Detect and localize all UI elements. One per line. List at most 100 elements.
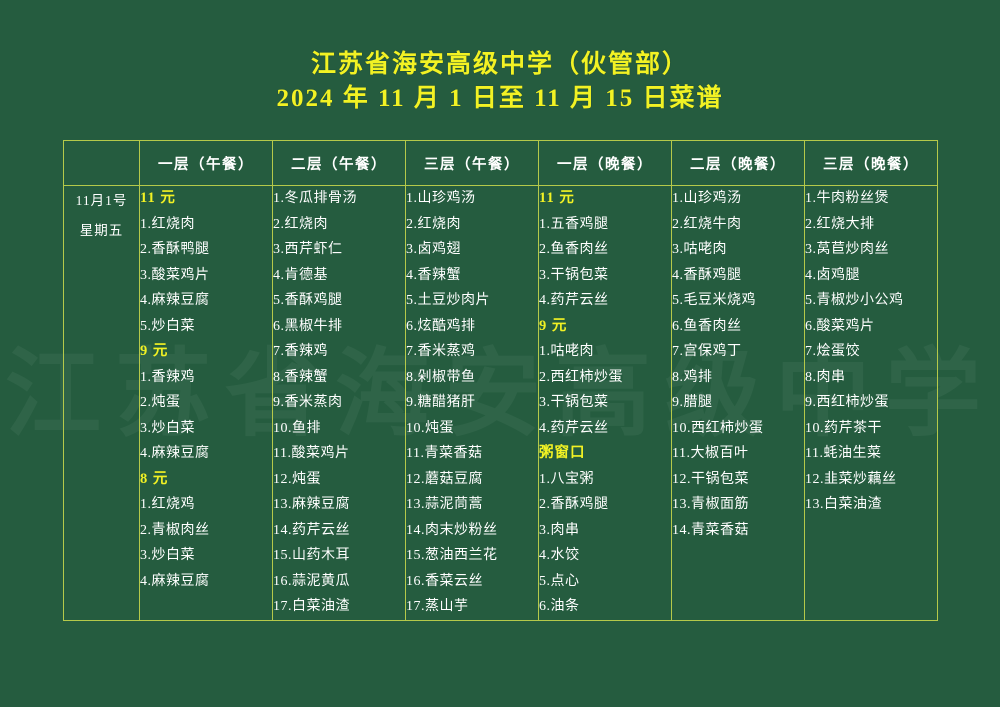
menu-cell-floor1-lunch: 11 元 1.红烧肉 2.香酥鸭腿 3.酸菜鸡片 4.麻辣豆腐 5.炒白菜 9 元 1.香辣鸡… xyxy=(139,185,273,621)
dish-item: 4.麻辣豆腐 xyxy=(140,293,210,308)
dish-item: 10.药芹茶干 xyxy=(805,420,882,436)
weekday-label: 星期五 xyxy=(79,223,124,238)
dish-item: 4.香酥鸡腿 xyxy=(672,267,742,283)
dish-item: 6.黑椒牛排 xyxy=(273,318,343,334)
dish-item: 1.山珍鸡汤 xyxy=(672,191,742,206)
dish-item: 1.牛肉粉丝煲 xyxy=(805,191,889,206)
dish-item: 1.五香鸡腿 xyxy=(539,216,609,232)
dish-item: 3.肉串 xyxy=(539,522,580,538)
dish-item: 2.红烧肉 xyxy=(406,216,461,232)
dish-item: 17.白菜油渣 xyxy=(273,599,350,614)
dish-item: 3.干锅包菜 xyxy=(539,267,609,283)
price-group-header: 11 元 xyxy=(539,190,575,206)
price-group-header: 9 元 xyxy=(140,343,169,359)
date-label: 11月1号 xyxy=(75,193,128,208)
dish-item: 8.香辣蟹 xyxy=(273,369,328,385)
dish-item: 2.红烧牛肉 xyxy=(672,216,742,232)
header-floor2-dinner: 二层（晚餐） xyxy=(671,140,805,186)
dish-item: 11.青菜香菇 xyxy=(406,446,483,461)
dish-item: 13.蒜泥茼蒿 xyxy=(406,497,483,512)
dish-item: 3.咕咾肉 xyxy=(672,242,727,257)
header-floor3-lunch: 三层（午餐） xyxy=(405,140,539,186)
dish-item: 4.麻辣豆腐 xyxy=(140,573,210,589)
header-date xyxy=(63,140,140,186)
dish-item: 7.香米蒸鸡 xyxy=(406,344,476,359)
price-group-header: 粥窗口 xyxy=(539,445,586,461)
dish-item: 6.油条 xyxy=(539,599,580,614)
dish-item: 1.冬瓜排骨汤 xyxy=(273,191,357,206)
dish-item: 3.西芹虾仁 xyxy=(273,242,343,257)
dish-item: 17.蒸山芋 xyxy=(406,599,469,614)
dish-item: 4.药芹云丝 xyxy=(539,420,609,436)
dish-item: 5.点心 xyxy=(539,573,580,589)
dish-item: 1.山珍鸡汤 xyxy=(406,191,476,206)
dish-item: 16.香菜云丝 xyxy=(406,573,483,589)
price-group-header: 11 元 xyxy=(140,190,176,206)
dish-item: 6.炫酷鸡排 xyxy=(406,318,476,334)
header-floor3-dinner: 三层（晚餐） xyxy=(804,140,938,186)
header-floor1-dinner: 一层（晚餐） xyxy=(538,140,672,186)
header-floor2-lunch: 二层（午餐） xyxy=(272,140,406,186)
dish-item: 6.鱼香肉丝 xyxy=(672,318,742,334)
dish-item: 9.西红柿炒蛋 xyxy=(805,395,889,410)
dish-item: 1.红烧肉 xyxy=(140,216,195,232)
dish-item: 9.糖醋猪肝 xyxy=(406,395,476,410)
title-line-1: 江苏省海安高级中学（伙管部） xyxy=(310,51,689,78)
dish-item: 1.咕咾肉 xyxy=(539,344,594,359)
dish-item: 11.蚝油生菜 xyxy=(805,446,882,461)
title-line-2: 2024 年 11 月 1 日至 11 月 15 日菜谱 xyxy=(276,85,724,112)
dish-item: 2.红烧大排 xyxy=(805,216,875,232)
dish-item: 7.宫保鸡丁 xyxy=(672,344,742,359)
menu-cell-floor1-dinner: 11 元 1.五香鸡腿 2.鱼香肉丝 3.干锅包菜 4.药芹云丝 9 元 1.咕咾肉 2.西红… xyxy=(538,185,672,621)
price-group-header: 9 元 xyxy=(539,317,568,334)
dish-item: 6.酸菜鸡片 xyxy=(805,318,875,334)
dish-item: 14.青菜香菇 xyxy=(672,522,749,538)
dish-item: 4.香辣蟹 xyxy=(406,267,461,283)
dish-item: 2.香酥鸡腿 xyxy=(539,497,609,512)
dish-item: 15.山药木耳 xyxy=(273,548,350,563)
dish-item: 2.鱼香肉丝 xyxy=(539,242,609,257)
dish-item: 14.药芹云丝 xyxy=(273,522,350,538)
price-group-header: 8 元 xyxy=(140,470,169,487)
dish-item: 13.白菜油渣 xyxy=(805,497,882,512)
dish-item: 5.毛豆米烧鸡 xyxy=(672,293,756,308)
dish-item: 3.炒白菜 xyxy=(140,420,195,436)
dish-item: 1.八宝粥 xyxy=(539,471,594,487)
dish-item: 2.西红柿炒蛋 xyxy=(539,369,623,385)
dish-item: 7.香辣鸡 xyxy=(273,344,328,359)
dish-item: 2.香酥鸭腿 xyxy=(140,242,210,257)
dish-item: 16.蒜泥黄瓜 xyxy=(273,573,350,589)
header-floor1-lunch: 一层（午餐） xyxy=(139,140,273,186)
dish-item: 4.肯德基 xyxy=(273,267,328,283)
dish-item: 4.水饺 xyxy=(539,548,580,563)
dish-item: 11.酸菜鸡片 xyxy=(273,446,350,461)
menu-cell-floor3-dinner: 1.牛肉粉丝煲 2.红烧大排 3.莴苣炒肉丝 4.卤鸡腿 5.青椒炒小公鸡 6.酸菜鸡片 7… xyxy=(804,185,938,621)
dish-item: 15.葱油西兰花 xyxy=(406,548,498,563)
dish-item: 5.炒白菜 xyxy=(140,318,195,334)
dish-item: 12.干锅包菜 xyxy=(672,471,749,487)
menu-table: 一层（午餐） 二层（午餐） 三层（午餐） 一层（晚餐） 二层（晚餐） 三层（晚餐… xyxy=(63,140,938,621)
dish-item: 2.红烧肉 xyxy=(273,216,328,232)
dish-item: 4.药芹云丝 xyxy=(539,293,609,308)
dish-item: 4.卤鸡腿 xyxy=(805,267,860,283)
dish-item: 9.香米蒸肉 xyxy=(273,395,343,410)
dish-item: 5.土豆炒肉片 xyxy=(406,293,490,308)
dish-item: 3.卤鸡翅 xyxy=(406,242,461,257)
dish-item: 11.大椒百叶 xyxy=(672,446,749,461)
date-cell: 11月1号 星期五 xyxy=(63,185,140,621)
dish-item: 13.青椒面筋 xyxy=(672,497,749,512)
dish-item: 2.青椒肉丝 xyxy=(140,522,210,538)
dish-item: 12.韭菜炒藕丝 xyxy=(805,471,897,487)
dish-item: 2.炖蛋 xyxy=(140,395,181,410)
dish-item: 9.腊腿 xyxy=(672,395,713,410)
dish-item: 14.肉末炒粉丝 xyxy=(406,522,498,538)
dish-item: 10.鱼排 xyxy=(273,420,321,436)
dish-item: 8.鸡排 xyxy=(672,369,713,385)
dish-item: 1.红烧鸡 xyxy=(140,497,195,512)
dish-item: 1.香辣鸡 xyxy=(140,369,195,385)
dish-item: 5.青椒炒小公鸡 xyxy=(805,293,904,308)
menu-cell-floor2-lunch: 1.冬瓜排骨汤 2.红烧肉 3.西芹虾仁 4.肯德基 5.香酥鸡腿 6.黑椒牛排 7.香辣鸡… xyxy=(272,185,406,621)
dish-item: 7.烩蛋饺 xyxy=(805,344,860,359)
dish-item: 4.麻辣豆腐 xyxy=(140,446,210,461)
dish-item: 8.剁椒带鱼 xyxy=(406,369,476,385)
